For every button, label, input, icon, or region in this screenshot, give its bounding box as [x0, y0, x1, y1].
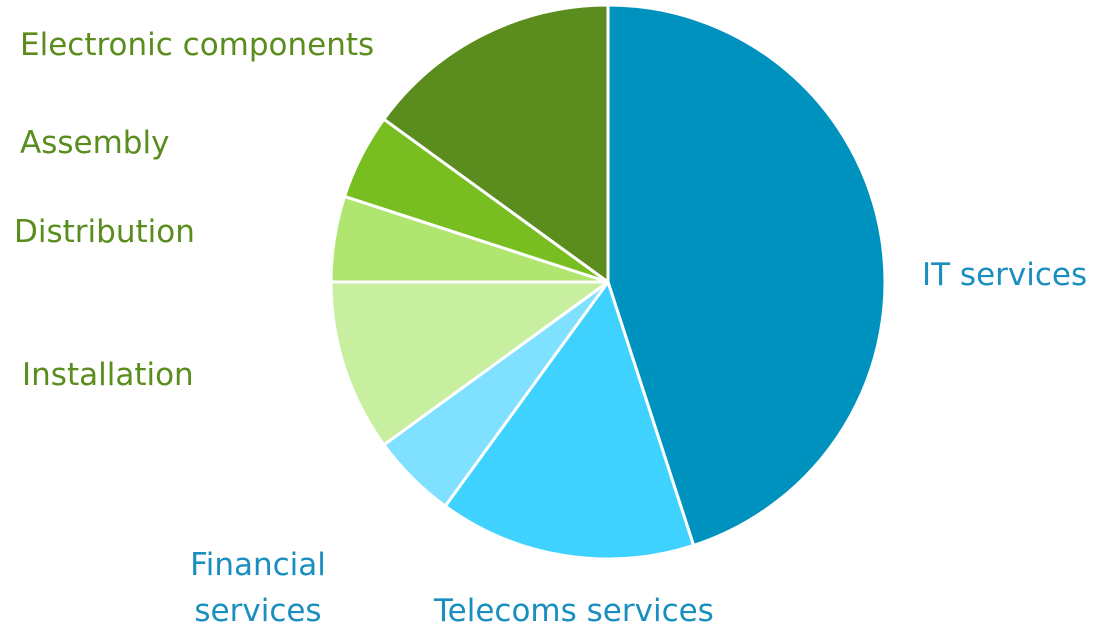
pie-slice — [329, 280, 610, 447]
pie-slice — [606, 3, 887, 547]
pie-slice — [382, 3, 610, 284]
slice-label: Telecoms services — [434, 593, 714, 629]
slice-label: Financial services — [190, 547, 326, 629]
slice-label: Assembly — [20, 125, 170, 161]
pie-slice — [443, 280, 696, 561]
slice-label: Installation — [22, 357, 194, 393]
slice-label: Distribution — [14, 214, 195, 250]
slice-label: IT services — [922, 257, 1088, 293]
slice-label: Electronic components — [20, 27, 375, 63]
